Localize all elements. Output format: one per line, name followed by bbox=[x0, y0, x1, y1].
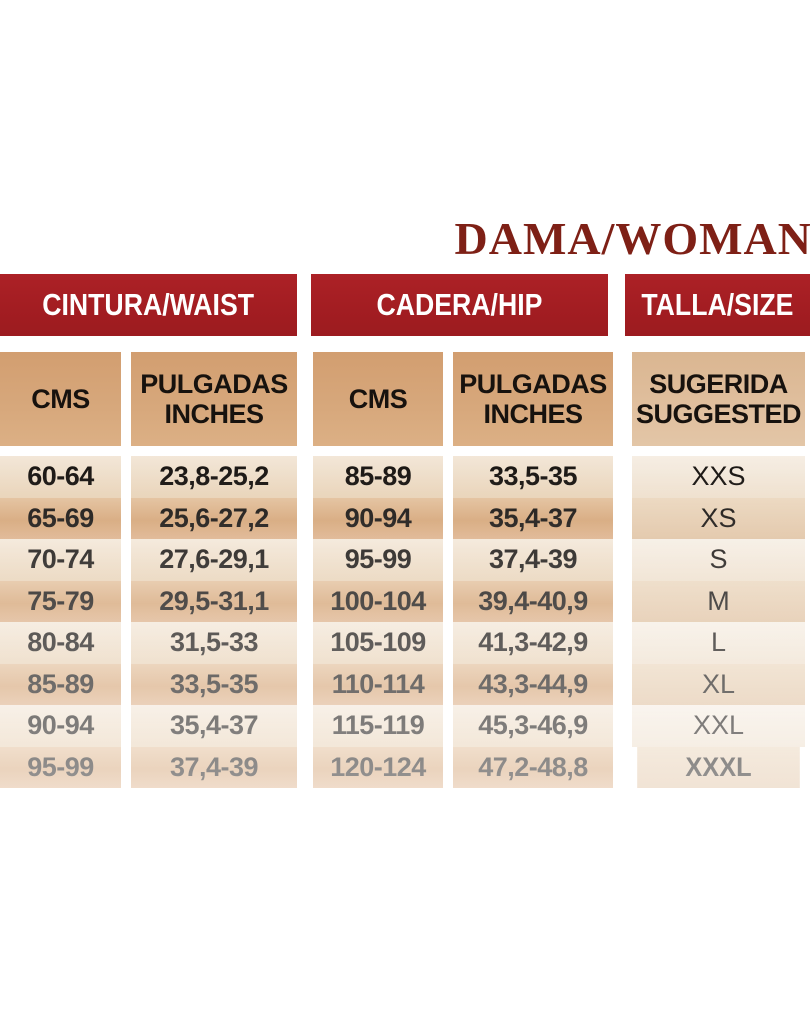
cell-hip-inches: 35,4-37 bbox=[453, 497, 613, 539]
column-hip-inches: 33,5-35 35,4-37 37,4-39 39,4-40,9 41,3-4… bbox=[453, 456, 613, 788]
cell-hip-cms: 120-124 bbox=[313, 746, 443, 788]
cell-waist-cms: 70-74 bbox=[0, 539, 121, 581]
column-waist-inches: 23,8-25,2 25,6-27,2 27,6-29,1 29,5-31,1 … bbox=[131, 456, 297, 788]
cell-hip-inches: 45,3-46,9 bbox=[453, 705, 613, 747]
cell-hip-cms: 95-99 bbox=[313, 539, 443, 581]
cell-waist-cms: 90-94 bbox=[0, 705, 121, 747]
cell-hip-cms: 115-119 bbox=[313, 705, 443, 747]
cell-size: S bbox=[632, 539, 805, 581]
cell-hip-inches: 43,3-44,9 bbox=[453, 663, 613, 705]
group-header-waist-label: CINTURA/WAIST bbox=[42, 287, 255, 322]
cell-hip-inches: 47,2-48,8 bbox=[453, 746, 613, 788]
column-header-size: SUGERIDA SUGGESTED bbox=[632, 352, 805, 446]
group-header-size-label: TALLA/SIZE bbox=[641, 287, 794, 322]
column-size: XXS XS S M L XL XXL XXXL bbox=[632, 456, 805, 788]
column-header-waist-inches: PULGADAS INCHES bbox=[131, 352, 297, 446]
cell-waist-inches: 23,8-25,2 bbox=[131, 456, 297, 498]
cell-waist-cms: 95-99 bbox=[0, 746, 121, 788]
cell-waist-inches: 33,5-35 bbox=[131, 663, 297, 705]
group-header-hip: CADERA/HIP bbox=[311, 274, 608, 336]
cell-size: XXXL bbox=[637, 746, 800, 788]
cell-waist-cms: 85-89 bbox=[0, 663, 121, 705]
group-header-hip-label: CADERA/HIP bbox=[376, 287, 543, 322]
cell-size: L bbox=[632, 622, 805, 664]
cell-size: XXS bbox=[632, 456, 805, 498]
group-header-size: TALLA/SIZE bbox=[625, 274, 810, 336]
cell-hip-cms: 105-109 bbox=[313, 622, 443, 664]
brand-title: DAMA/WOMAN bbox=[454, 213, 810, 264]
column-hip-cms: 85-89 90-94 95-99 100-104 105-109 110-11… bbox=[313, 456, 443, 788]
cell-waist-inches: 25,6-27,2 bbox=[131, 497, 297, 539]
cell-waist-cms: 60-64 bbox=[0, 456, 121, 498]
cell-waist-inches: 31,5-33 bbox=[131, 622, 297, 664]
cell-hip-inches: 39,4-40,9 bbox=[453, 580, 613, 622]
cell-waist-inches: 35,4-37 bbox=[131, 705, 297, 747]
cell-waist-cms: 65-69 bbox=[0, 497, 121, 539]
cell-waist-inches: 37,4-39 bbox=[131, 746, 297, 788]
cell-waist-inches: 29,5-31,1 bbox=[131, 580, 297, 622]
cell-size: XL bbox=[632, 663, 805, 705]
cell-size: XS bbox=[632, 497, 805, 539]
cell-hip-cms: 100-104 bbox=[313, 580, 443, 622]
cell-hip-inches: 41,3-42,9 bbox=[453, 622, 613, 664]
column-header-waist-cms: CMS bbox=[0, 352, 121, 446]
cell-hip-cms: 110-114 bbox=[313, 663, 443, 705]
cell-waist-cms: 75-79 bbox=[0, 580, 121, 622]
cell-waist-inches: 27,6-29,1 bbox=[131, 539, 297, 581]
cell-hip-cms: 85-89 bbox=[313, 456, 443, 498]
column-waist-cms: 60-64 65-69 70-74 75-79 80-84 85-89 90-9… bbox=[0, 456, 121, 788]
cell-size: M bbox=[632, 580, 805, 622]
cell-hip-cms: 90-94 bbox=[313, 497, 443, 539]
cell-waist-cms: 80-84 bbox=[0, 622, 121, 664]
cell-size: XXL bbox=[632, 705, 805, 747]
cell-hip-inches: 37,4-39 bbox=[453, 539, 613, 581]
group-header-waist: CINTURA/WAIST bbox=[0, 274, 297, 336]
column-header-hip-cms: CMS bbox=[313, 352, 443, 446]
cell-hip-inches: 33,5-35 bbox=[453, 456, 613, 498]
column-header-hip-inches: PULGADAS INCHES bbox=[453, 352, 613, 446]
